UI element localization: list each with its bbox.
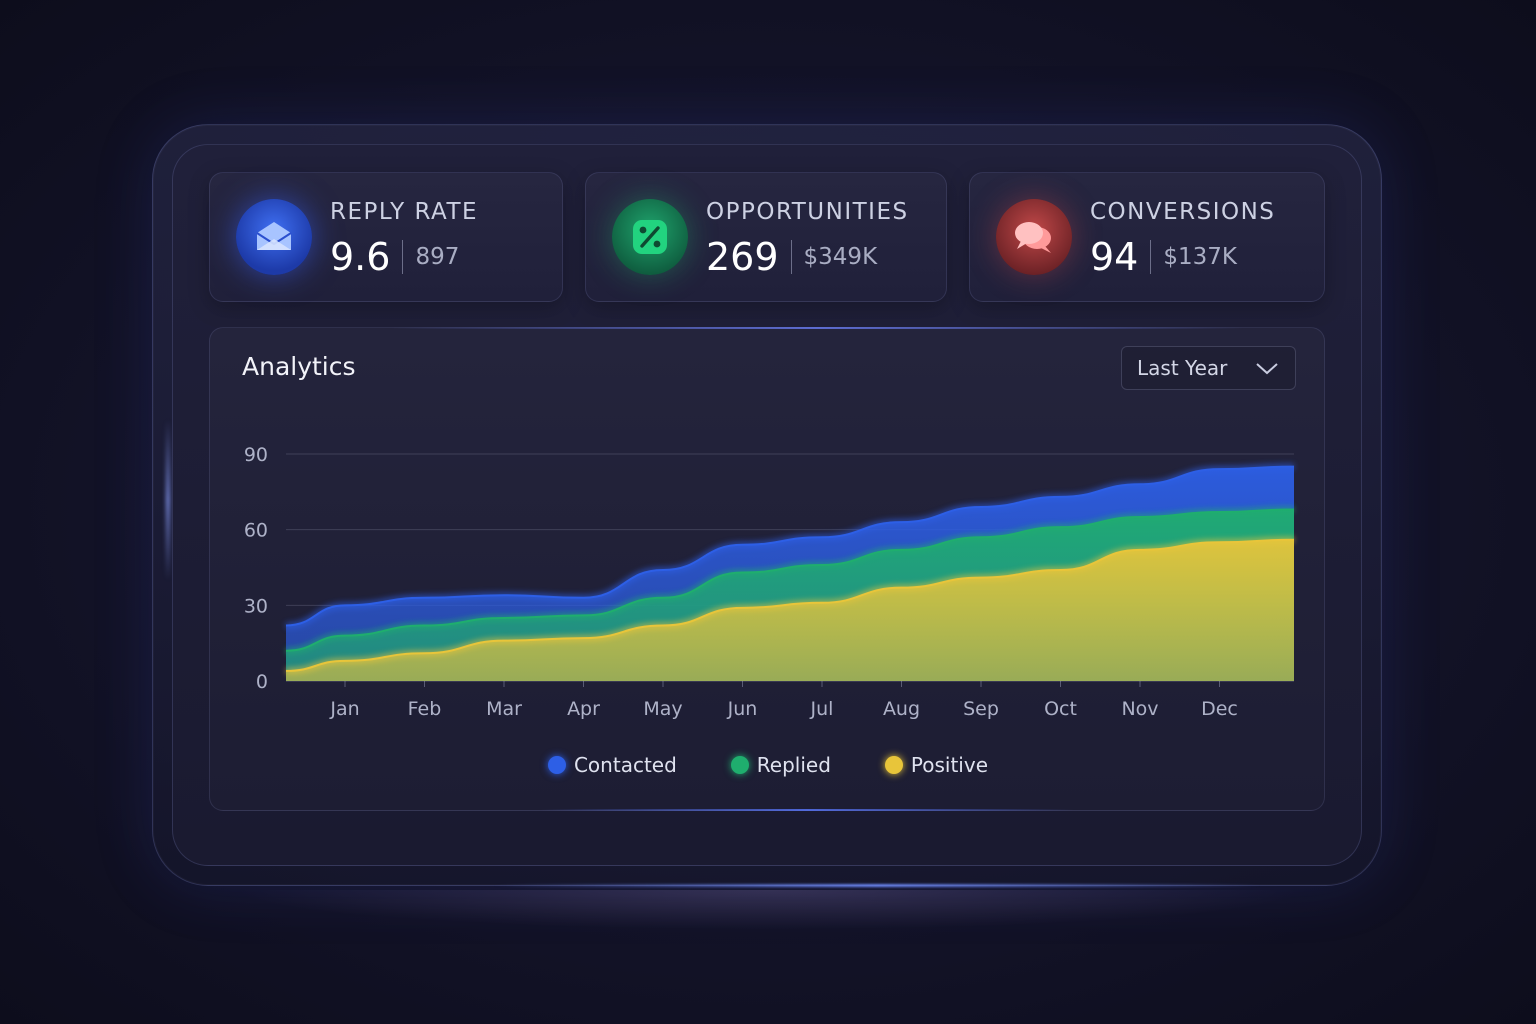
conversions-amount: $137K [1163, 244, 1237, 270]
conversions-card[interactable]: CONVERSIONS 94 $137K [969, 172, 1325, 302]
x-tick-label: Dec [1201, 698, 1238, 720]
card-label: REPLY RATE [330, 199, 479, 225]
floor-reflection [230, 890, 1310, 930]
legend-label: Positive [910, 753, 989, 777]
contacted-line [285, 465, 1295, 627]
positive-area [286, 539, 1294, 681]
x-tick-label: Mar [486, 698, 522, 720]
y-tick-label: 0 [256, 671, 268, 693]
period-dropdown[interactable]: Last Year [1121, 346, 1296, 390]
legend-label: Replied [756, 753, 831, 777]
positive-line [285, 538, 1295, 672]
opportunities-value: 269 [706, 235, 779, 279]
reply-rate-card[interactable]: REPLY RATE 9.6 897 [209, 172, 563, 302]
x-tick-label: Feb [408, 698, 442, 720]
legend-item-positive[interactable]: Positive [884, 753, 989, 777]
x-tick-label: Sep [963, 698, 999, 720]
card-label: OPPORTUNITIES [706, 199, 909, 225]
legend-item-contacted[interactable]: Contacted [547, 753, 677, 777]
x-tick-label: Jun [727, 698, 758, 720]
chevron-down-icon [1256, 363, 1278, 375]
legend-label: Contacted [573, 753, 677, 777]
y-tick-label: 90 [244, 444, 268, 466]
analytics-chart: 0 30 60 90 Jan Feb Mar Apr May Jun Jul Aug Sep Oct Nov… [244, 444, 1295, 720]
opportunities-card[interactable]: OPPORTUNITIES 269 $349K [585, 172, 947, 302]
analytics-panel: Analytics Last Year 0 30 60 90 Jan Feb Mar Apr M… [209, 327, 1325, 811]
divider [402, 240, 404, 274]
card-values: 94 $137K [1090, 235, 1237, 279]
x-tick-label: Jan [329, 698, 359, 720]
x-tick-label: May [643, 698, 682, 720]
edge-glow [166, 420, 170, 580]
chart-legend: Contacted Replied Positive [210, 753, 1326, 777]
divider [1150, 240, 1152, 274]
card-values: 269 $349K [706, 235, 877, 279]
percent-icon [612, 199, 688, 275]
x-tick-label: Aug [883, 698, 920, 720]
legend-dot [730, 756, 749, 774]
reply-count: 897 [415, 244, 460, 270]
mail-icon [236, 199, 312, 275]
x-tick-label: Nov [1121, 698, 1158, 720]
card-label: CONVERSIONS [1090, 199, 1276, 225]
replied-line [285, 508, 1295, 652]
legend-dot [884, 756, 903, 774]
card-values: 9.6 897 [330, 235, 459, 279]
legend-dot [547, 756, 566, 774]
divider [790, 240, 792, 274]
conversions-value: 94 [1090, 235, 1139, 279]
legend-item-replied[interactable]: Replied [730, 753, 831, 777]
chat-bubbles-icon [996, 199, 1072, 275]
y-tick-label: 60 [244, 520, 268, 542]
reply-rate-value: 9.6 [330, 235, 391, 279]
analytics-title: Analytics [242, 352, 356, 381]
period-dropdown-value: Last Year [1137, 356, 1228, 380]
y-tick-label: 30 [244, 595, 268, 617]
x-tick-label: Jul [810, 698, 834, 720]
opportunities-amount: $349K [803, 244, 878, 270]
x-tick-label: Apr [567, 698, 600, 720]
x-tick-label: Oct [1044, 698, 1077, 720]
